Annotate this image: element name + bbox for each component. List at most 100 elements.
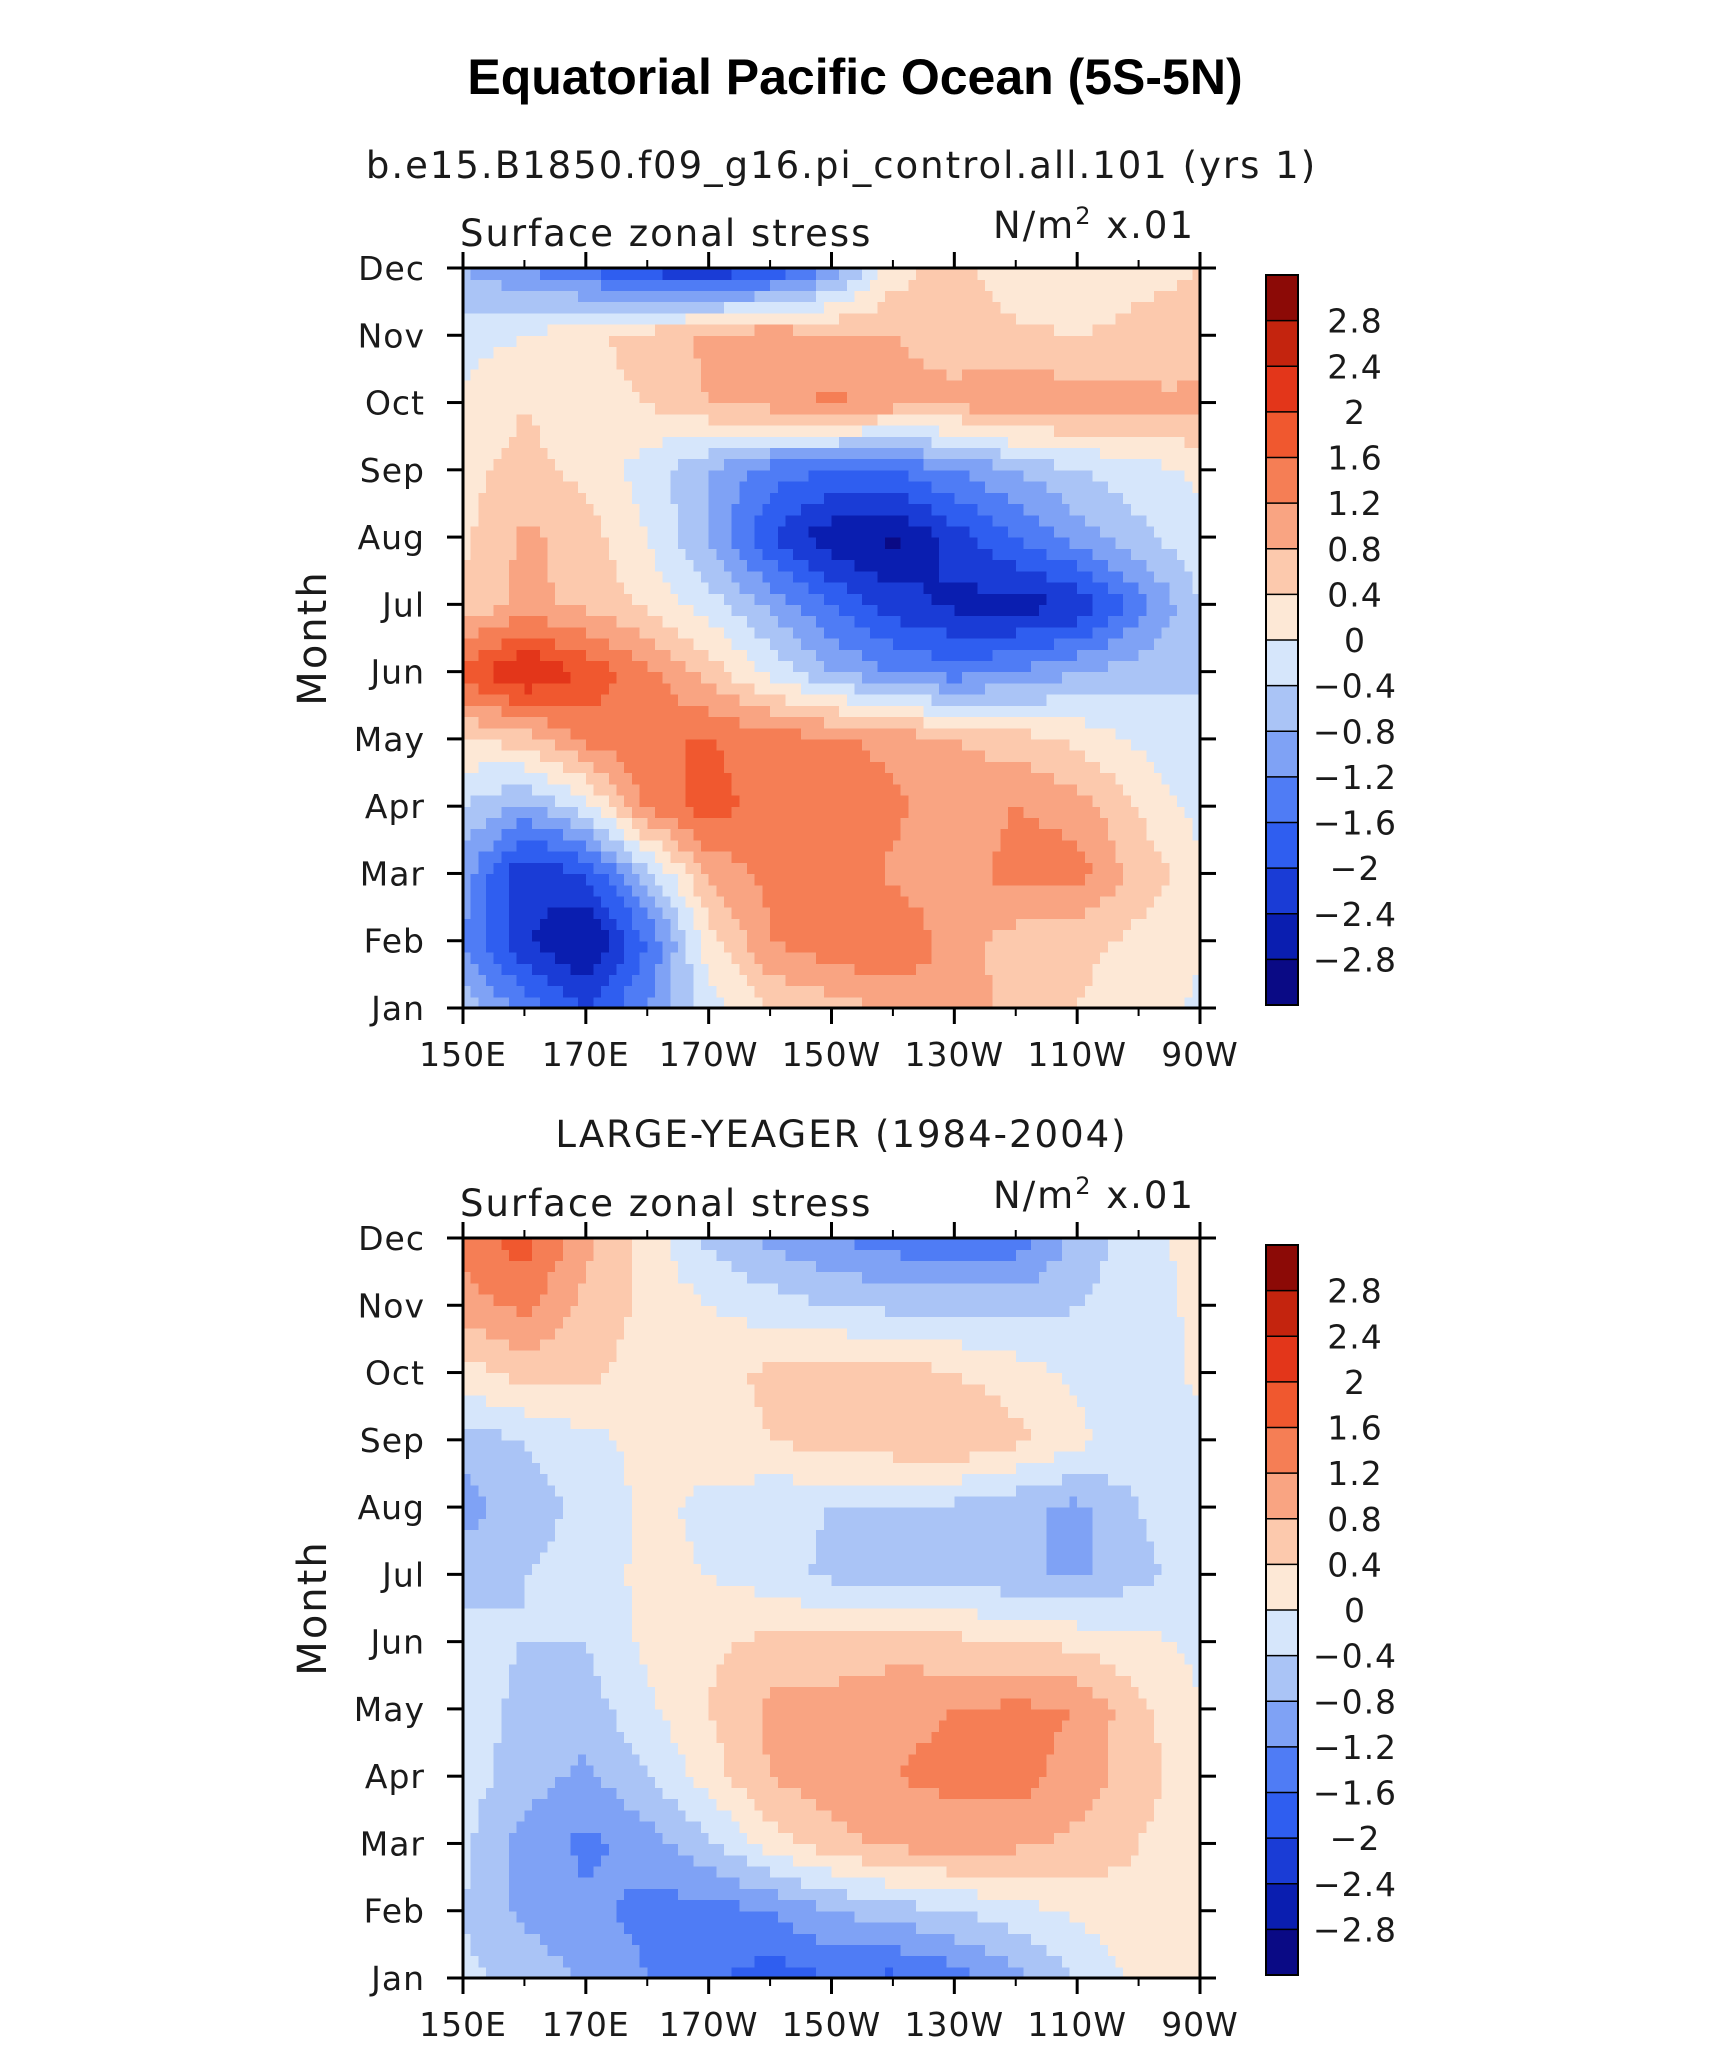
field-cell: [1015, 514, 1025, 527]
field-cell: [1184, 469, 1193, 482]
field-cell: [1023, 963, 1032, 975]
field-cell: [754, 985, 764, 998]
field-cell: [877, 469, 886, 482]
field-cell: [777, 424, 787, 437]
field-cell: [977, 839, 986, 852]
field-cell: [1169, 794, 1178, 807]
field-cell: [1061, 772, 1071, 785]
field-cell: [992, 469, 1001, 482]
field-cell: [793, 458, 802, 471]
field-cell: [931, 817, 940, 830]
field-cell: [654, 963, 664, 975]
field-cell: [992, 716, 1001, 729]
field-cell: [570, 660, 579, 673]
field-cell: [731, 907, 740, 919]
field-cell: [578, 783, 587, 796]
field-cell: [1176, 918, 1186, 931]
field-cell: [938, 458, 948, 471]
field-cell: [800, 761, 810, 774]
field-cell: [992, 649, 1001, 662]
field-cell: [470, 817, 479, 830]
field-cell: [1138, 514, 1147, 527]
field-cell: [992, 570, 1001, 583]
field-cell: [685, 581, 694, 594]
field-cell: [1130, 996, 1140, 1009]
field-cell: [762, 436, 771, 448]
field-cell: [931, 593, 940, 605]
field-cell: [1176, 750, 1186, 762]
field-cell: [770, 447, 779, 460]
field-cell: [708, 806, 717, 818]
field-cell: [1038, 436, 1048, 448]
field-cell: [1054, 895, 1063, 908]
field-cell: [1146, 682, 1155, 695]
field-cell: [647, 839, 656, 852]
field-cell: [777, 929, 787, 942]
field-cell: [716, 537, 725, 549]
field-cell: [908, 570, 917, 583]
field-cell: [463, 828, 472, 841]
field-cell: [1084, 862, 1094, 875]
field-cell: [954, 828, 963, 841]
field-cell: [1138, 750, 1147, 762]
field-cell: [800, 458, 810, 471]
field-cell: [516, 873, 526, 886]
field-cell: [1146, 839, 1155, 852]
field-cell: [578, 604, 587, 617]
field-cell: [724, 469, 733, 482]
field-cell: [1115, 817, 1124, 830]
field-cell: [1038, 638, 1048, 650]
field-cell: [647, 918, 656, 931]
field-cell: [946, 806, 955, 818]
field-cell: [1015, 895, 1025, 908]
field-cell: [1077, 851, 1086, 863]
field-cell: [1038, 907, 1048, 919]
field-cell: [1184, 503, 1193, 516]
field-cell: [1015, 503, 1025, 516]
field-cell: [1146, 940, 1155, 953]
field-cell: [1069, 839, 1078, 852]
field-cell: [647, 424, 656, 437]
field-cell: [1038, 705, 1048, 718]
field-cell: [762, 985, 771, 998]
field-cell: [647, 817, 656, 830]
field-cell: [754, 817, 764, 830]
field-cell: [1015, 671, 1025, 684]
field-cell: [478, 694, 487, 706]
field-cell: [839, 929, 848, 942]
field-cell: [1077, 817, 1086, 830]
field-cell: [486, 525, 495, 538]
field-cell: [854, 750, 863, 762]
field-cell: [1092, 918, 1101, 931]
field-cell: [1023, 873, 1032, 886]
field-cell: [962, 514, 971, 527]
field-cell: [747, 604, 756, 617]
field-cell: [1184, 884, 1193, 897]
field-cell: [1061, 581, 1071, 594]
field-cell: [493, 503, 502, 516]
field-cell: [1123, 839, 1132, 852]
field-cell: [892, 996, 902, 1009]
field-cell: [816, 873, 825, 886]
field-cell: [685, 851, 694, 863]
field-cell: [1077, 806, 1086, 818]
field-cell: [1146, 503, 1155, 516]
field-cell: [1084, 705, 1094, 718]
field-cell: [915, 996, 925, 1009]
field-cell: [793, 772, 802, 785]
field-cell: [816, 469, 825, 482]
field-cell: [739, 817, 748, 830]
field-cell: [1138, 851, 1147, 863]
field-cell: [716, 559, 725, 572]
field-cell: [985, 660, 994, 673]
field-cell: [501, 727, 510, 740]
field-cell: [562, 660, 572, 673]
field-cell: [547, 682, 556, 695]
field-cell: [693, 828, 702, 841]
field-cell: [647, 503, 656, 516]
field-cell: [785, 436, 794, 448]
field-cell: [593, 783, 602, 796]
field-cell: [1138, 581, 1147, 594]
field-cell: [954, 503, 963, 516]
field-cell: [969, 828, 978, 841]
